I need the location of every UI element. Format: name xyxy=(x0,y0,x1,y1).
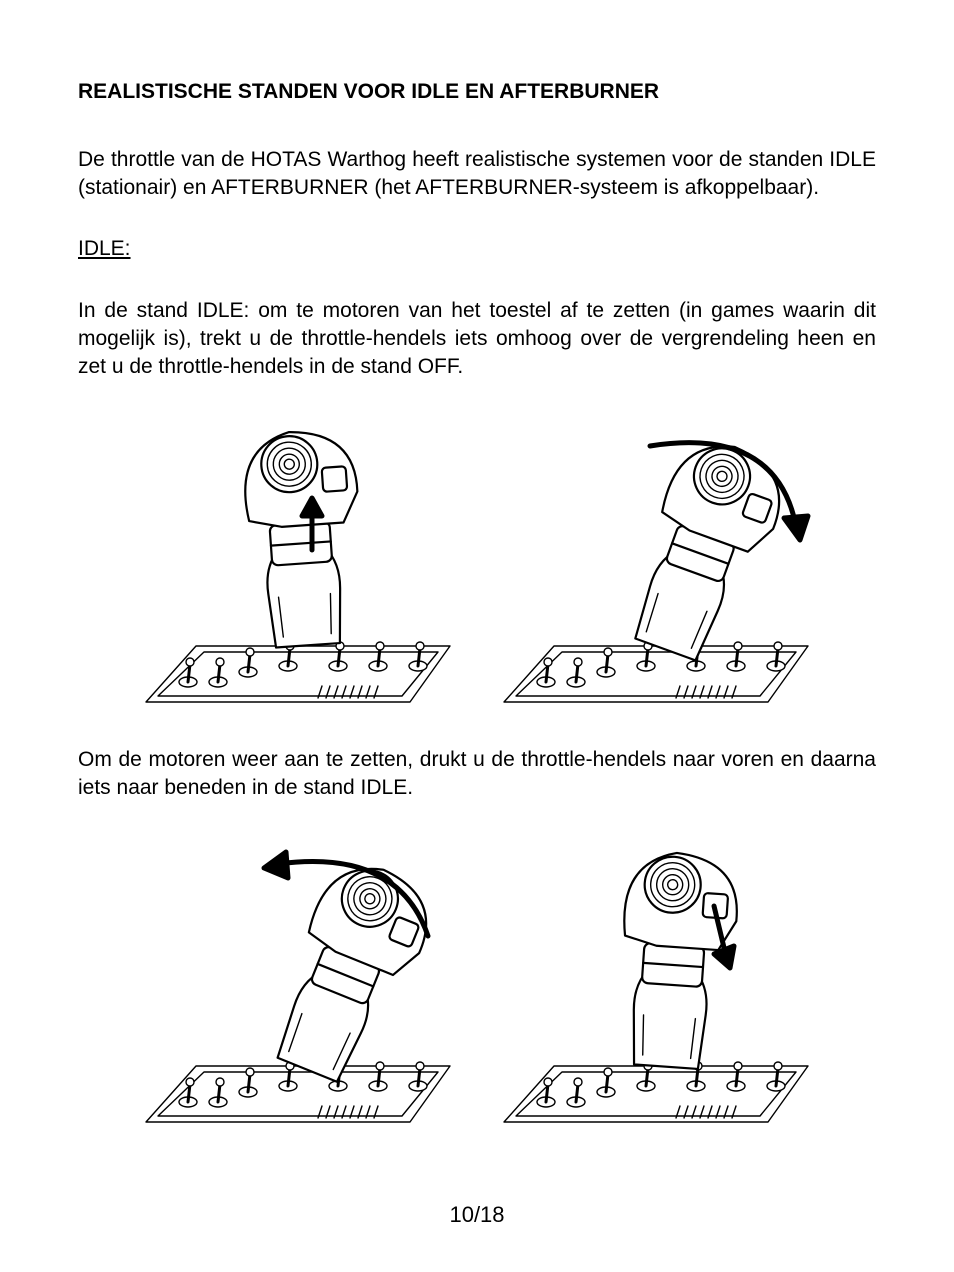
throttle-illustration xyxy=(128,836,468,1136)
idle-subheading: IDLE: xyxy=(78,237,876,261)
idle-para-1: In de stand IDLE: om te motoren van het … xyxy=(78,297,876,382)
manual-page: REALISTISCHE STANDEN VOOR IDLE EN AFTERB… xyxy=(0,0,954,1272)
throttle-illustration xyxy=(486,836,826,1136)
figure-row-1 xyxy=(78,416,876,716)
page-number: 10/18 xyxy=(0,1202,954,1228)
intro-paragraph: De throttle van de HOTAS Warthog heeft r… xyxy=(78,146,876,203)
idle-para-2: Om de motoren weer aan te zetten, drukt … xyxy=(78,746,876,803)
throttle-illustration xyxy=(128,416,468,716)
figure-row-2 xyxy=(78,836,876,1136)
throttle-illustration xyxy=(486,416,826,716)
section-heading: REALISTISCHE STANDEN VOOR IDLE EN AFTERB… xyxy=(78,80,876,104)
